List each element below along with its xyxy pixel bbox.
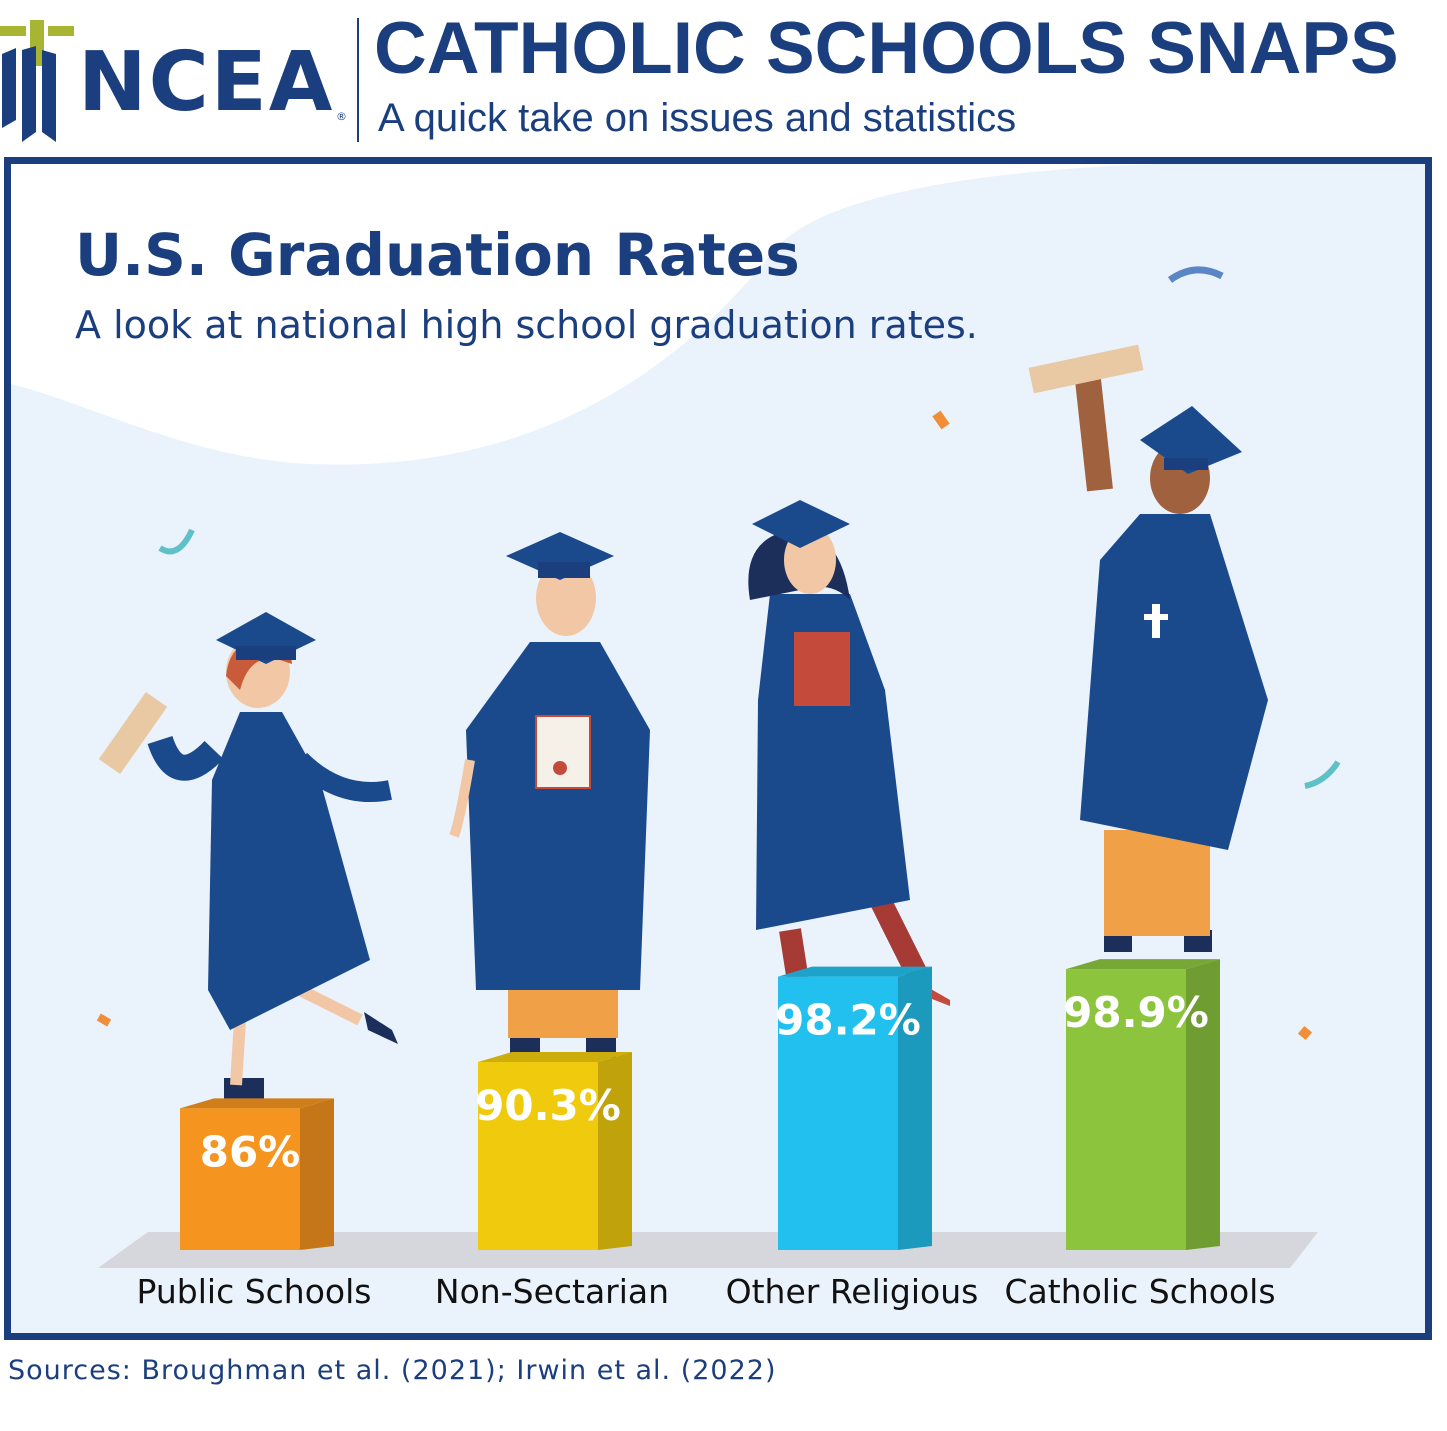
x-tick-label: Other Religious	[726, 1272, 979, 1311]
chart-floor	[98, 1232, 1318, 1268]
logo-text: NCEA	[78, 35, 335, 130]
graduate-nonsectarian-illustration	[449, 532, 650, 1058]
bar-side	[300, 1098, 334, 1250]
bar-public-schools: 86%	[180, 1098, 334, 1250]
header-divider	[357, 18, 359, 142]
page-title: CATHOLIC SCHOOLS SNAPS	[374, 8, 1399, 89]
bar-value-label: 98.2%	[775, 996, 921, 1045]
confetti-decoration	[96, 266, 1341, 1041]
page-subtitle: A quick take on issues and statistics	[378, 96, 1017, 140]
x-tick-label: Public Schools	[137, 1272, 372, 1311]
registered-mark-icon: ®	[336, 110, 347, 123]
bar-front	[478, 1061, 598, 1250]
background-wave	[11, 164, 1425, 465]
bar-non-sectarian: 90.3%	[475, 1051, 632, 1250]
ncea-logo-icon	[0, 20, 74, 142]
bar-value-label: 90.3%	[475, 1081, 621, 1130]
bar-front	[778, 976, 898, 1250]
x-tick-label: Non-Sectarian	[435, 1272, 669, 1311]
bar-side	[898, 966, 932, 1250]
graduate-public-illustration	[98, 612, 398, 1108]
bar-value-label: 86%	[200, 1127, 301, 1176]
x-axis-labels: Public Schools Non-Sectarian Other Religio…	[137, 1272, 1276, 1311]
chart-subtitle: A look at national high school graduatio…	[75, 303, 978, 347]
bar-top	[1066, 959, 1220, 970]
bar-top	[478, 1051, 632, 1062]
bar-side	[1186, 959, 1220, 1250]
bar-front	[180, 1108, 300, 1250]
bar-front	[1066, 969, 1186, 1250]
bar-top	[778, 966, 932, 977]
bar-other-religious: 98.2%	[775, 966, 932, 1250]
x-tick-label: Catholic Schools	[1004, 1272, 1275, 1311]
graduate-otherreligious-illustration	[748, 500, 950, 1006]
chart-title: U.S. Graduation Rates	[75, 221, 800, 289]
bar-catholic-schools: 98.9%	[1063, 959, 1220, 1250]
bar-top	[180, 1098, 334, 1109]
bars-group: 86% 90.3% 98.2% 98.9%	[180, 959, 1220, 1250]
bar-value-label: 98.9%	[1063, 988, 1209, 1037]
sources-note: Sources: Broughman et al. (2021); Irwin …	[8, 1355, 777, 1386]
bar-side	[598, 1051, 632, 1250]
header: NCEA ® CATHOLIC SCHOOLS SNAPS A quick ta…	[0, 0, 1447, 150]
graduate-catholic-illustration	[1028, 344, 1268, 952]
